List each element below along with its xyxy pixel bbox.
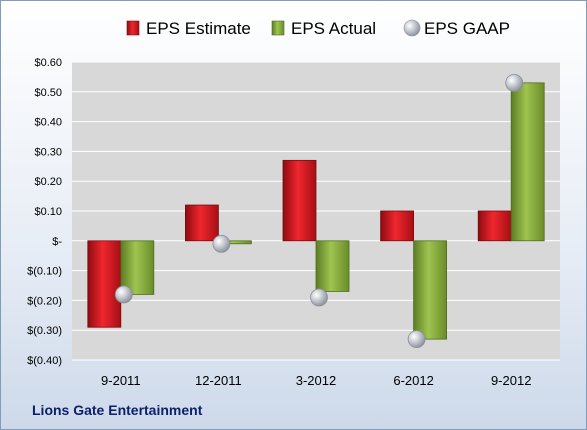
bar-eps-actual xyxy=(315,240,350,292)
y-tick-label: $(0.40) xyxy=(27,355,62,367)
y-tick-label: $(0.30) xyxy=(27,325,62,337)
x-tick-label: 9-2012 xyxy=(491,373,531,388)
bar-eps-estimate xyxy=(184,204,219,242)
x-tick-label: 12-2011 xyxy=(195,373,242,388)
bar-eps-actual xyxy=(120,240,155,295)
point-eps-gaap xyxy=(114,285,133,304)
bar-eps-estimate xyxy=(477,210,512,242)
point-eps-gaap xyxy=(407,330,426,349)
y-tick-label: $0.50 xyxy=(34,87,62,99)
x-tick-label: 3-2012 xyxy=(296,373,336,388)
legend-marker-actual xyxy=(271,20,285,36)
point-eps-gaap xyxy=(505,73,524,92)
x-tick-label: 9-2011 xyxy=(101,373,141,388)
legend-marker-estimate xyxy=(126,20,140,36)
y-tick-label: $- xyxy=(52,236,62,248)
bar-eps-estimate xyxy=(282,159,317,242)
point-eps-gaap xyxy=(310,288,328,307)
legend-marker-gaap xyxy=(403,19,421,37)
bar-eps-estimate xyxy=(87,240,122,328)
legend-label: EPS GAAP xyxy=(424,19,510,38)
y-tick-label: $0.10 xyxy=(34,206,62,218)
legend-label: EPS Estimate xyxy=(146,19,251,38)
company-name: Lions Gate Entertainment xyxy=(32,402,203,418)
y-tick-label: $0.30 xyxy=(34,146,62,158)
bar-eps-estimate xyxy=(380,210,415,242)
bar-eps-actual xyxy=(510,82,545,242)
x-tick-label: 6-2012 xyxy=(393,373,433,388)
point-eps-gaap xyxy=(212,234,231,253)
y-tick-label: $0.60 xyxy=(34,57,62,69)
y-tick-label: $(0.10) xyxy=(27,266,62,278)
y-tick-label: $0.20 xyxy=(34,176,62,188)
legend-label: EPS Actual xyxy=(291,19,376,38)
y-tick-label: $0.40 xyxy=(34,117,62,129)
bar-eps-actual xyxy=(413,240,448,340)
y-tick-label: $(0.20) xyxy=(27,295,62,307)
